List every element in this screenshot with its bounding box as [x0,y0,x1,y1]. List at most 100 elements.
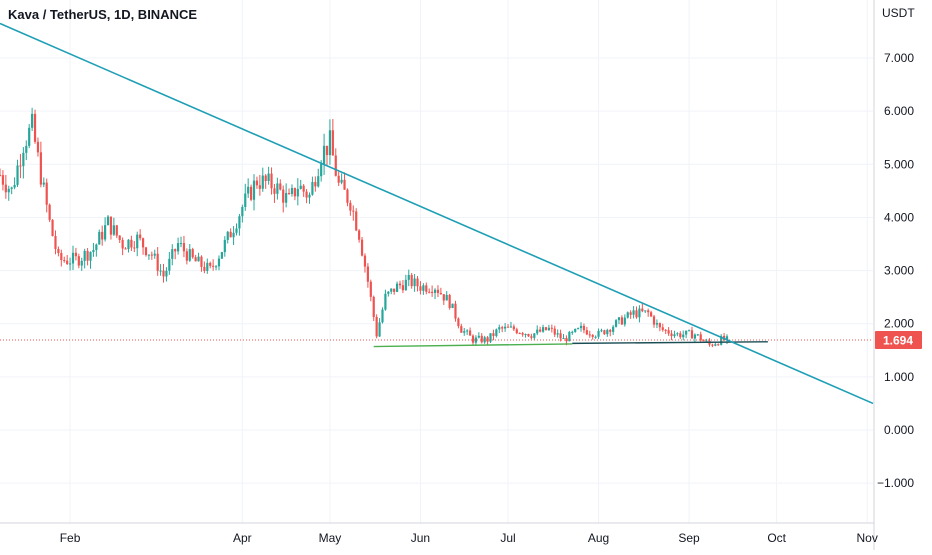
candle-body[interactable] [588,334,591,336]
candle-body[interactable] [136,234,139,249]
candle-body[interactable] [241,206,244,217]
candle-body[interactable] [182,243,186,252]
candle-body[interactable] [130,239,133,248]
candle-body[interactable] [340,179,343,183]
candle-body[interactable] [54,236,57,249]
candle[interactable] [644,310,647,314]
candle-body[interactable] [711,344,714,346]
candle[interactable] [112,217,115,236]
candle-body[interactable] [337,175,340,183]
candle-body[interactable] [320,163,323,177]
candle-body[interactable] [144,247,148,256]
candle-body[interactable] [591,334,594,337]
candle[interactable] [717,343,720,346]
candle-body[interactable] [220,252,223,259]
candle[interactable] [612,324,615,335]
candle-body[interactable] [95,244,98,251]
candle-body[interactable] [106,216,110,226]
candle-body[interactable] [515,329,518,334]
candle-body[interactable] [451,303,454,308]
candle[interactable] [489,333,492,344]
candle-body[interactable] [536,329,539,334]
candle-body[interactable] [168,258,171,271]
candle[interactable] [498,324,501,334]
candle-body[interactable] [530,336,533,338]
candle[interactable] [448,293,451,310]
candle[interactable] [241,204,244,223]
candle-body[interactable] [366,266,369,282]
candle-body[interactable] [626,312,629,318]
candle-body[interactable] [463,331,466,333]
candle-body[interactable] [31,113,34,128]
candle[interactable] [614,319,618,328]
candle-body[interactable] [524,333,527,335]
candle[interactable] [168,251,171,275]
candle-body[interactable] [673,334,676,337]
candle-body[interactable] [80,260,83,266]
candle-body[interactable] [670,333,673,337]
candle-body[interactable] [209,262,212,266]
candle-body[interactable] [127,239,130,250]
candle-body[interactable] [431,291,434,293]
candle-body[interactable] [533,333,536,338]
candle[interactable] [486,335,489,346]
candle[interactable] [10,186,13,195]
candle-body[interactable] [457,318,460,327]
candle[interactable] [290,184,294,197]
candle[interactable] [609,328,612,337]
candle[interactable] [121,237,124,256]
candle-body[interactable] [325,145,329,156]
candle-body[interactable] [527,333,530,337]
candle[interactable] [127,239,130,253]
candle-body[interactable] [343,179,346,190]
candle[interactable] [159,264,162,276]
candle[interactable] [217,255,221,271]
candle[interactable] [401,280,405,294]
candle-body[interactable] [512,326,515,330]
candle[interactable] [124,247,127,250]
candle[interactable] [232,226,235,246]
candle-body[interactable] [390,288,393,292]
candle-body[interactable] [448,294,451,308]
candle-body[interactable] [363,255,367,267]
candle-body[interactable] [282,189,285,203]
candle-body[interactable] [442,294,445,301]
candle-body[interactable] [223,239,226,253]
candle-body[interactable] [355,211,358,231]
candle-body[interactable] [556,333,559,335]
candle-body[interactable] [404,279,407,291]
candle-body[interactable] [101,231,104,240]
candle-body[interactable] [401,285,405,291]
candle[interactable] [197,252,200,262]
candle[interactable] [86,248,89,266]
candle[interactable] [474,335,478,346]
candle-body[interactable] [139,234,142,239]
candle[interactable] [711,343,714,348]
candle[interactable] [699,331,702,343]
candle[interactable] [252,174,256,211]
candle-body[interactable] [483,337,486,343]
candle[interactable] [194,254,197,262]
candle-body[interactable] [71,252,75,264]
candle[interactable] [647,308,650,317]
candle[interactable] [156,247,159,276]
candle[interactable] [393,288,396,295]
candle-body[interactable] [714,344,717,346]
candle-body[interactable] [331,130,334,156]
candle[interactable] [495,328,498,338]
candle-body[interactable] [13,184,16,188]
candle[interactable] [95,243,98,257]
candle[interactable] [413,273,416,292]
candle[interactable] [682,330,685,341]
candle-body[interactable] [51,219,54,237]
candle[interactable] [451,303,454,309]
candle[interactable] [390,288,393,295]
candle[interactable] [261,167,264,192]
candle-body[interactable] [33,113,37,142]
candle-body[interactable] [641,308,644,312]
candle-body[interactable] [39,152,42,185]
candle[interactable] [109,216,113,240]
candle[interactable] [655,319,659,329]
candle[interactable] [568,330,571,342]
candle-body[interactable] [74,252,78,257]
